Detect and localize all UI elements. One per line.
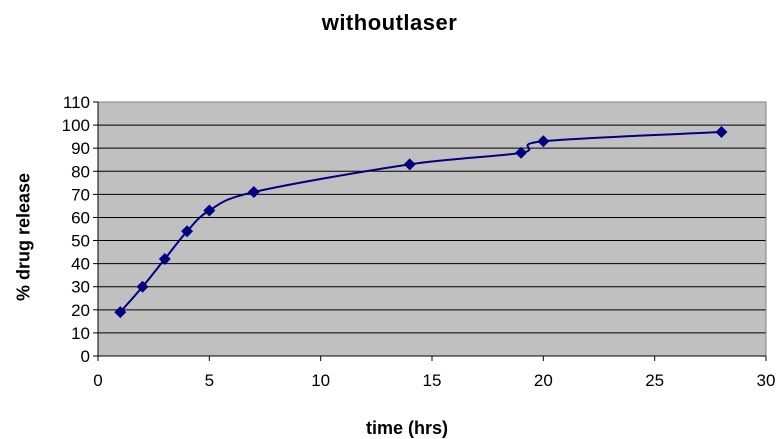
y-tick-label: 40 — [71, 255, 90, 274]
x-axis-label: time (hrs) — [365, 418, 448, 438]
data-point — [136, 280, 149, 293]
data-point — [515, 146, 528, 159]
y-tick-label: 60 — [71, 208, 90, 227]
x-tick-label: 25 — [645, 371, 664, 390]
data-point — [247, 186, 260, 199]
y-tick-label: 70 — [71, 185, 90, 204]
y-tick-label: 0 — [81, 347, 90, 366]
data-point — [181, 225, 194, 238]
x-tick-label: 5 — [205, 371, 214, 390]
data-point — [158, 253, 171, 266]
y-tick-label: 10 — [71, 324, 90, 343]
y-tick-label: 110 — [63, 93, 90, 112]
y-tick-label: 20 — [71, 301, 90, 320]
y-tick-label: 50 — [71, 232, 90, 251]
data-point — [114, 306, 127, 319]
data-point — [403, 158, 416, 171]
series-line — [119, 131, 722, 313]
data-point — [537, 135, 550, 148]
x-tick-label: 20 — [534, 371, 553, 390]
y-tick-label: 30 — [71, 278, 90, 297]
y-tick-label: 80 — [71, 162, 90, 181]
x-tick-label: 10 — [311, 371, 330, 390]
y-tick-label: 90 — [71, 139, 90, 158]
x-tick-label: 0 — [93, 371, 102, 390]
y-tick-label: 100 — [62, 116, 90, 135]
plot-area — [98, 102, 766, 356]
x-tick-label: 15 — [423, 371, 442, 390]
data-point — [715, 126, 728, 139]
x-tick-label: 30 — [757, 371, 776, 390]
chart-title: withoutlaser — [321, 10, 458, 35]
data-point — [203, 204, 216, 217]
